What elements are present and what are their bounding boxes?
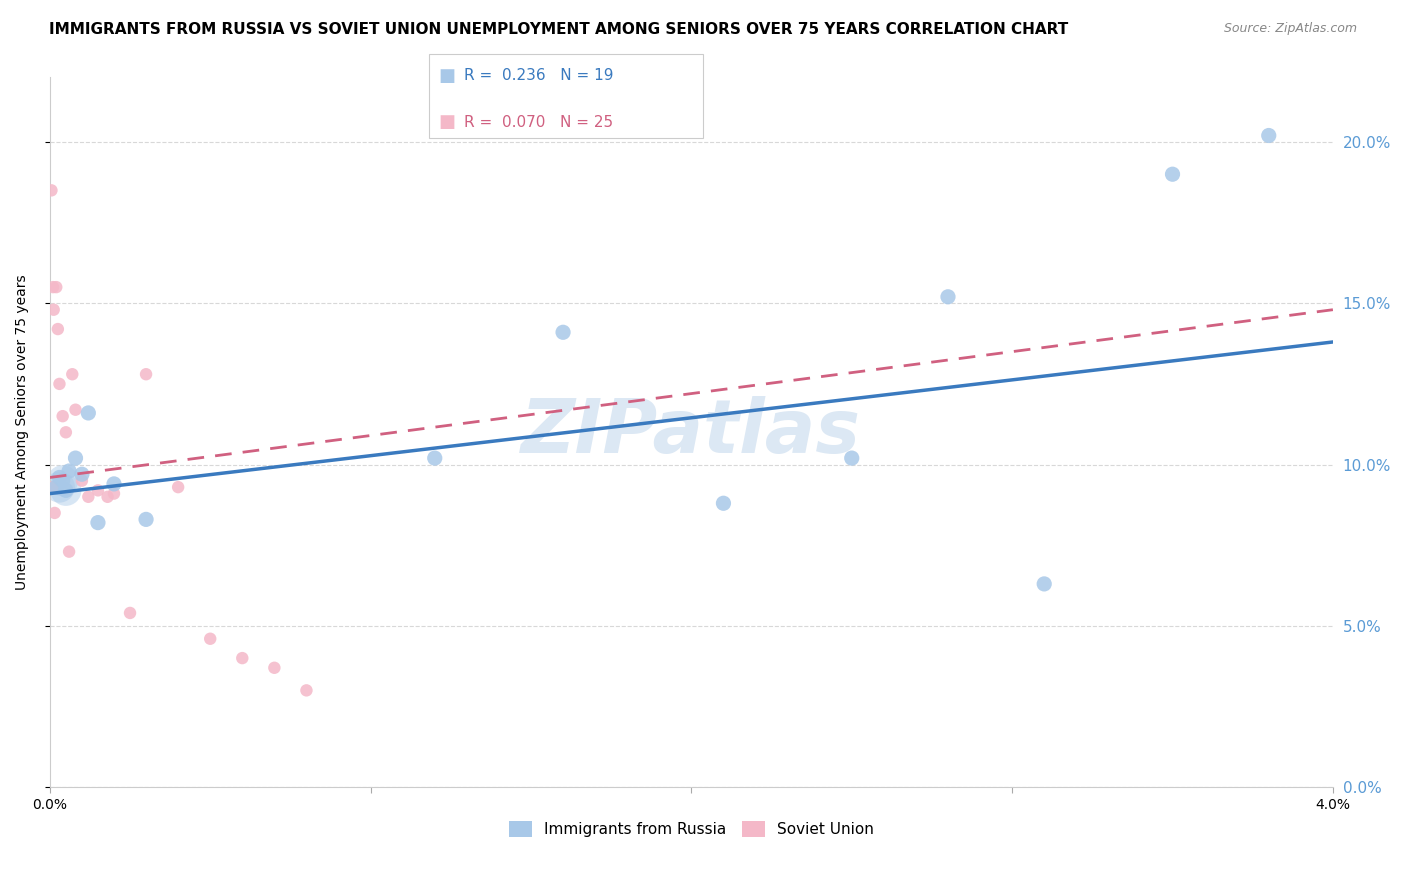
Point xyxy=(52,474,75,488)
Point xyxy=(70,474,93,488)
Text: R =  0.070   N = 25: R = 0.070 N = 25 xyxy=(464,115,613,129)
Point xyxy=(60,368,83,382)
Point xyxy=(46,322,69,336)
Point xyxy=(118,606,141,620)
Text: ■: ■ xyxy=(439,113,456,131)
Point xyxy=(44,506,66,520)
Point xyxy=(231,651,253,665)
Text: R =  0.236   N = 19: R = 0.236 N = 19 xyxy=(464,69,613,83)
Point xyxy=(1033,577,1056,591)
Point xyxy=(41,183,63,197)
Point xyxy=(42,302,65,317)
Point xyxy=(58,464,80,478)
Point xyxy=(55,483,77,498)
Point xyxy=(65,402,87,417)
Point xyxy=(70,467,93,482)
Text: ZIPatlas: ZIPatlas xyxy=(522,396,862,469)
Point xyxy=(65,451,87,466)
Point xyxy=(423,451,446,466)
Point xyxy=(167,480,190,494)
Point xyxy=(1257,128,1279,143)
Point xyxy=(841,451,863,466)
Point xyxy=(55,483,77,498)
Point xyxy=(1161,167,1184,181)
Y-axis label: Unemployment Among Seniors over 75 years: Unemployment Among Seniors over 75 years xyxy=(15,275,30,591)
Point xyxy=(42,280,65,294)
Text: IMMIGRANTS FROM RUSSIA VS SOVIET UNION UNEMPLOYMENT AMONG SENIORS OVER 75 YEARS : IMMIGRANTS FROM RUSSIA VS SOVIET UNION U… xyxy=(49,22,1069,37)
Legend: Immigrants from Russia, Soviet Union: Immigrants from Russia, Soviet Union xyxy=(503,815,880,843)
Point xyxy=(58,544,80,558)
Point xyxy=(713,496,735,510)
Point xyxy=(52,409,75,424)
Point xyxy=(77,490,100,504)
Point xyxy=(263,661,285,675)
Point xyxy=(87,483,110,498)
Point xyxy=(87,516,110,530)
Point xyxy=(936,290,959,304)
Point xyxy=(200,632,222,646)
Point xyxy=(103,476,125,491)
Point xyxy=(97,490,120,504)
Text: ■: ■ xyxy=(439,67,456,85)
Point xyxy=(55,425,77,440)
Point xyxy=(48,376,70,391)
Point xyxy=(41,480,63,494)
Text: Source: ZipAtlas.com: Source: ZipAtlas.com xyxy=(1223,22,1357,36)
Point xyxy=(48,480,70,494)
Point xyxy=(103,486,125,500)
Point xyxy=(135,368,157,382)
Point xyxy=(52,474,75,488)
Point xyxy=(48,470,70,484)
Point xyxy=(77,406,100,420)
Point xyxy=(551,326,574,340)
Point xyxy=(45,280,67,294)
Point xyxy=(295,683,318,698)
Point xyxy=(135,512,157,526)
Point xyxy=(45,480,67,494)
